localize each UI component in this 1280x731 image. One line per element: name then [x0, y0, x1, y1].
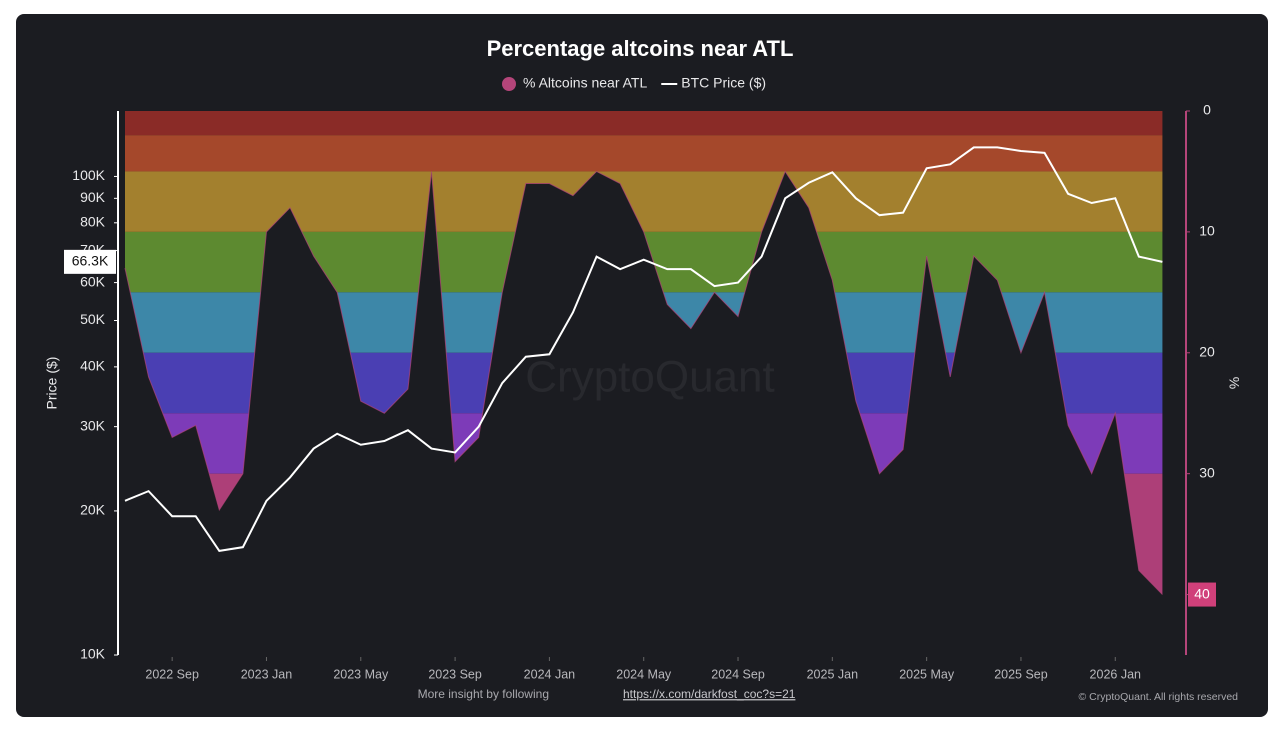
x-tick-label: 2023 May — [333, 667, 389, 681]
x-tick-label: 2025 Jan — [807, 667, 858, 681]
footer-text: More insight by following — [418, 687, 549, 701]
band — [125, 171, 1163, 232]
percent-marker-box — [1188, 582, 1216, 607]
price-marker-label: 66.3K — [72, 253, 109, 269]
x-tick-label: 2025 May — [899, 667, 955, 681]
legend-swatch — [502, 77, 516, 91]
y2-tick-label: 10 — [1199, 223, 1215, 239]
y-tick-label: 50K — [80, 311, 106, 327]
x-tick-label: 2024 Sep — [711, 667, 765, 681]
y2-tick-label: 30 — [1199, 464, 1215, 480]
watermark: CryptoQuant — [525, 353, 774, 402]
y-tick-label: 40K — [80, 358, 106, 374]
x-tick-label: 2023 Sep — [428, 667, 482, 681]
y-tick-label: 20K — [80, 502, 106, 518]
x-tick-label: 2026 Jan — [1090, 667, 1141, 681]
copyright: © CryptoQuant. All rights reserved — [1079, 691, 1239, 703]
y2-tick-label: 20 — [1199, 343, 1215, 359]
price-line — [124, 146, 1163, 553]
footer-link[interactable]: https://x.com/darkfost_coc?s=21 — [623, 687, 796, 701]
y-tick-label: 90K — [80, 189, 106, 205]
x-tick-label: 2022 Sep — [145, 667, 199, 681]
y-tick-label: 30K — [80, 417, 106, 433]
y2-axis-label: % — [1226, 377, 1242, 389]
y-tick-label: 60K — [80, 273, 106, 289]
y-axis-label: Price ($) — [44, 357, 60, 410]
percent-line — [124, 170, 1163, 595]
y2-tick-label: 0 — [1203, 102, 1211, 118]
y-tick-label: 80K — [80, 214, 106, 230]
y-tick-label: 100K — [72, 167, 105, 183]
band — [125, 111, 1163, 136]
y-tick-label: 10K — [80, 646, 106, 662]
legend-label: BTC Price ($) — [681, 75, 766, 91]
x-tick-label: 2025 Sep — [994, 667, 1048, 681]
x-tick-label: 2024 Jan — [524, 667, 575, 681]
price-marker-box — [64, 249, 116, 274]
x-tick-label: 2024 May — [616, 667, 672, 681]
legend-label: % Altcoins near ATL — [523, 75, 647, 91]
chart-title: Percentage altcoins near ATL — [487, 36, 794, 61]
percent-marker-label: 40 — [1194, 585, 1210, 601]
x-tick-label: 2023 Jan — [241, 667, 292, 681]
band — [125, 135, 1163, 172]
